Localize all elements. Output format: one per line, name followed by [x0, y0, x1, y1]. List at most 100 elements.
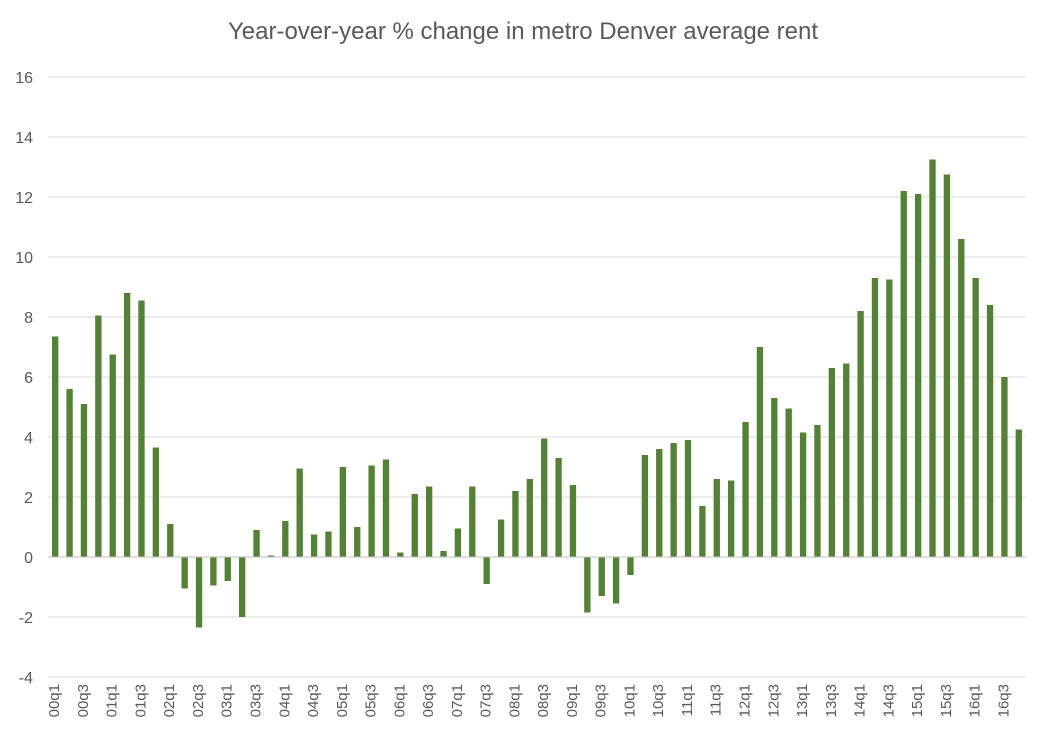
bar-07q1 — [454, 528, 462, 557]
y-tick-label: 0 — [24, 550, 33, 567]
bar-13q4 — [843, 363, 850, 557]
bar-05q3 — [368, 465, 375, 557]
bar-01q2 — [123, 293, 131, 557]
bar-10q1 — [627, 557, 634, 575]
bar-16q3 — [1001, 377, 1008, 557]
y-tick-label: 4 — [24, 430, 33, 447]
bar-11q3 — [713, 479, 720, 557]
bar-16q4 — [1015, 429, 1022, 557]
bar-04q2 — [296, 468, 303, 557]
bar-16q2 — [986, 305, 994, 557]
x-tick-label: 13q3 — [823, 684, 840, 717]
bar-15q1 — [914, 194, 922, 557]
bar-16q1 — [972, 278, 979, 557]
x-tick-label: 00q3 — [75, 684, 92, 717]
y-tick-label: 8 — [24, 310, 33, 327]
bar-00q4 — [95, 315, 102, 557]
bar-15q3 — [943, 174, 951, 557]
x-tick-label: 01q1 — [104, 684, 121, 717]
bar-02q1 — [167, 524, 174, 557]
bar-05q1 — [339, 467, 346, 557]
y-tick-label: 16 — [15, 70, 33, 87]
x-tick-label: 07q1 — [449, 684, 466, 717]
bars — [52, 159, 1022, 628]
x-tick-label: 15q1 — [909, 684, 926, 717]
bar-09q3 — [598, 557, 605, 596]
bar-08q3 — [541, 438, 548, 557]
bar-14q2 — [871, 278, 879, 557]
bar-02q3 — [195, 557, 203, 628]
y-tick-label: 6 — [24, 370, 33, 387]
x-tick-label: 01q3 — [132, 684, 149, 717]
x-tick-label: 00q1 — [46, 684, 63, 717]
y-tick-label: 2 — [24, 490, 33, 507]
bar-10q2 — [641, 455, 649, 557]
x-tick-label: 11q1 — [679, 684, 696, 716]
bar-15q2 — [929, 159, 936, 557]
x-tick-label: 13q1 — [794, 684, 811, 717]
bar-06q1 — [397, 552, 404, 557]
bar-00q2 — [66, 389, 73, 557]
bar-07q2 — [469, 486, 476, 557]
x-tick-label: 10q3 — [650, 684, 667, 717]
chart-title: Year-over-year % change in metro Denver … — [227, 18, 819, 45]
bar-03q3 — [253, 530, 260, 557]
bar-06q2 — [411, 494, 418, 557]
bar-00q3 — [80, 404, 88, 557]
bar-13q3 — [828, 368, 835, 557]
bar-13q2 — [814, 425, 821, 557]
bar-13q1 — [799, 432, 807, 557]
x-tick-label: 04q1 — [276, 684, 293, 717]
bar-07q4 — [497, 519, 505, 557]
bar-11q2 — [699, 506, 706, 557]
bar-04q3 — [310, 534, 318, 557]
bar-04q4 — [325, 531, 332, 557]
x-tick-label: 06q1 — [391, 684, 408, 717]
bar-10q4 — [670, 443, 677, 557]
bar-11q1 — [684, 440, 692, 557]
bar-08q4 — [555, 458, 562, 557]
x-tick-label: 03q3 — [248, 684, 265, 717]
y-tick-label: -4 — [19, 670, 33, 687]
y-tick-label: 14 — [15, 130, 33, 147]
bar-09q4 — [612, 557, 620, 604]
x-tick-label: 12q3 — [765, 684, 782, 717]
x-tick-label: 14q3 — [880, 684, 897, 717]
bar-05q2 — [354, 527, 361, 557]
bar-12q1 — [742, 422, 749, 557]
bar-02q4 — [210, 557, 217, 586]
x-tick-label: 16q3 — [995, 684, 1012, 717]
gridlines — [48, 76, 1026, 678]
bar-14q3 — [886, 279, 893, 557]
bar-03q4 — [267, 555, 275, 557]
bar-10q3 — [656, 449, 663, 557]
x-tick-label: 04q3 — [305, 684, 322, 717]
bar-01q3 — [138, 300, 145, 557]
bar-00q1 — [52, 336, 59, 557]
x-tick-label: 12q1 — [737, 684, 754, 717]
bar-02q2 — [181, 557, 188, 589]
x-tick-label: 07q3 — [478, 684, 495, 717]
bar-14q1 — [857, 311, 864, 557]
bar-05q4 — [382, 459, 390, 557]
x-tick-label: 05q3 — [363, 684, 380, 717]
x-tick-label: 10q1 — [621, 684, 638, 717]
bar-12q2 — [756, 347, 764, 557]
x-tick-label: 05q1 — [334, 684, 351, 717]
bar-08q1 — [512, 491, 519, 557]
bar-11q4 — [728, 480, 735, 557]
bar-07q3 — [483, 557, 490, 584]
x-tick-label: 16q1 — [967, 684, 984, 717]
x-axis-tick-labels: 00q1 00q3 01q1 01q3 02q1 02q3 03q1 03q3 04q1 04q3… — [46, 684, 1012, 717]
x-tick-label: 03q1 — [219, 684, 236, 717]
x-tick-label: 15q3 — [938, 684, 955, 717]
bar-09q1 — [569, 485, 577, 557]
y-tick-label: -2 — [19, 610, 33, 627]
x-tick-label: 06q3 — [420, 684, 437, 717]
x-tick-label: 08q1 — [506, 684, 523, 717]
x-tick-label: 02q1 — [161, 684, 178, 717]
bar-01q4 — [152, 447, 160, 557]
x-tick-label: 09q1 — [564, 684, 581, 717]
x-tick-label: 14q1 — [852, 684, 869, 717]
